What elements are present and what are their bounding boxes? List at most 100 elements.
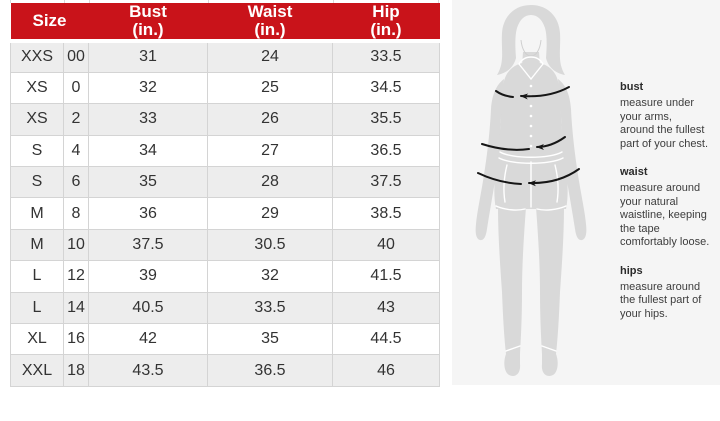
size-chart-table: Size Bust (in.) Waist (in.) Hip (in.) XX…: [10, 3, 440, 387]
cell-bust: 35: [88, 166, 208, 199]
cell-size: XS: [10, 71, 64, 105]
guide-title-hips: hips: [620, 264, 643, 277]
table-row: S 4 34 27 36.5: [10, 134, 440, 168]
column-header-waist: Waist (in.): [207, 3, 333, 43]
cell-bust: 40.5: [88, 291, 208, 325]
cell-waist: 25: [207, 71, 333, 105]
cell-bust: 34: [88, 134, 208, 168]
waist-arrow: [536, 136, 566, 150]
guide-section-bust: bust measure under your arms, around the…: [620, 81, 716, 151]
collar-top: [518, 56, 544, 65]
cell-size: S: [10, 166, 64, 199]
cell-num: 16: [63, 323, 89, 356]
measure-guide-panel: bust measure under your arms, around the…: [452, 0, 720, 385]
cell-bust: 39: [88, 260, 208, 293]
woman-silhouette-figure: [475, 5, 587, 376]
cell-hip: 34.5: [332, 71, 440, 105]
table-row: XXS 00 31 24 33.5: [10, 40, 440, 73]
cell-size: XS: [10, 103, 64, 136]
cell-size: XXS: [10, 40, 64, 73]
cell-num: 2: [63, 103, 89, 136]
table-row: S 6 35 28 37.5: [10, 166, 440, 199]
cell-num: 14: [63, 291, 89, 325]
column-header-hip: Hip (in.): [332, 3, 440, 43]
left-pocket: [503, 164, 508, 203]
cell-size: XL: [10, 323, 64, 356]
guide-body-waist: measure around your natural waistline, k…: [620, 182, 710, 248]
cell-hip: 40: [332, 228, 440, 262]
cell-waist: 35: [207, 323, 333, 356]
cell-waist: 29: [207, 197, 333, 230]
chin-outline: [520, 39, 542, 57]
column-header-size: Size: [10, 3, 89, 43]
cell-num: 00: [63, 40, 89, 73]
cell-size: M: [10, 228, 64, 262]
hips-arrow: [528, 168, 580, 187]
cell-size: S: [10, 134, 64, 168]
bust-arrow: [520, 86, 570, 100]
shorts-hem-right: [536, 205, 567, 211]
right-leg: [536, 207, 564, 354]
shorts-hem-left: [495, 205, 526, 211]
guide-title-waist: waist: [620, 166, 648, 178]
hips-arrow-tail: [477, 172, 522, 185]
hair: [497, 5, 565, 75]
cell-hip: 35.5: [332, 103, 440, 136]
column-header-bust: Bust (in.): [88, 3, 208, 43]
right-pocket: [554, 164, 559, 203]
size-chart-body: XXS 00 31 24 33.5 XS 0 32 25 34.5 XS 2 33 26 35.5 S 4 34 2…: [10, 40, 440, 387]
cell-bust: 36: [88, 197, 208, 230]
cell-waist: 30.5: [207, 228, 333, 262]
left-ankle-line: [505, 345, 521, 352]
cell-size: L: [10, 291, 64, 325]
cell-hip: 44.5: [332, 323, 440, 356]
cell-num: 6: [63, 166, 89, 199]
size-chart-header: Size Bust (in.) Waist (in.) Hip (in.): [10, 3, 440, 43]
table-row: M 8 36 29 38.5: [10, 197, 440, 230]
cell-waist: 33.5: [207, 291, 333, 325]
cell-hip: 33.5: [332, 40, 440, 73]
guide-body-bust: measure under your arms, around the full…: [620, 97, 709, 150]
bust-arrow-tail: [495, 90, 514, 98]
cell-bust: 37.5: [88, 228, 208, 262]
cell-hip: 36.5: [332, 134, 440, 168]
collar-v: [518, 63, 544, 81]
cell-waist: 26: [207, 103, 333, 136]
guide-section-hips: hips measure around the fullest part of …: [620, 265, 716, 322]
table-row: L 12 39 32 41.5: [10, 260, 440, 293]
right-ankle-line: [541, 345, 557, 352]
cell-num: 4: [63, 134, 89, 168]
cell-bust: 42: [88, 323, 208, 356]
cell-num: 10: [63, 228, 89, 262]
right-foot: [541, 354, 558, 376]
measurement-arrows: [477, 86, 580, 187]
cell-size: M: [10, 197, 64, 230]
waist-arrow-tail: [481, 143, 530, 151]
cell-hip: 37.5: [332, 166, 440, 199]
cell-waist: 24: [207, 40, 333, 73]
cell-bust: 31: [88, 40, 208, 73]
cell-hip: 41.5: [332, 260, 440, 293]
table-row: XXL 18 43.5 36.5 46: [10, 354, 440, 387]
cell-waist: 27: [207, 134, 333, 168]
cell-bust: 43.5: [88, 354, 208, 387]
cell-hip: 38.5: [332, 197, 440, 230]
cell-waist: 28: [207, 166, 333, 199]
table-row: L 14 40.5 33.5 43: [10, 291, 440, 325]
left-arm: [475, 79, 504, 241]
cell-hip: 43: [332, 291, 440, 325]
right-arm: [558, 79, 587, 241]
cell-bust: 32: [88, 71, 208, 105]
table-row: XS 2 33 26 35.5: [10, 103, 440, 136]
cell-waist: 36.5: [207, 354, 333, 387]
guide-body-hips: measure around the fullest part of your …: [620, 280, 702, 320]
cell-size: L: [10, 260, 64, 293]
table-row: XL 16 42 35 44.5: [10, 323, 440, 356]
table-row: M 10 37.5 30.5 40: [10, 228, 440, 262]
left-foot: [504, 354, 521, 376]
cell-num: 18: [63, 354, 89, 387]
left-leg: [498, 207, 526, 354]
cell-num: 8: [63, 197, 89, 230]
cropped-row-sliver: [10, 0, 439, 3]
